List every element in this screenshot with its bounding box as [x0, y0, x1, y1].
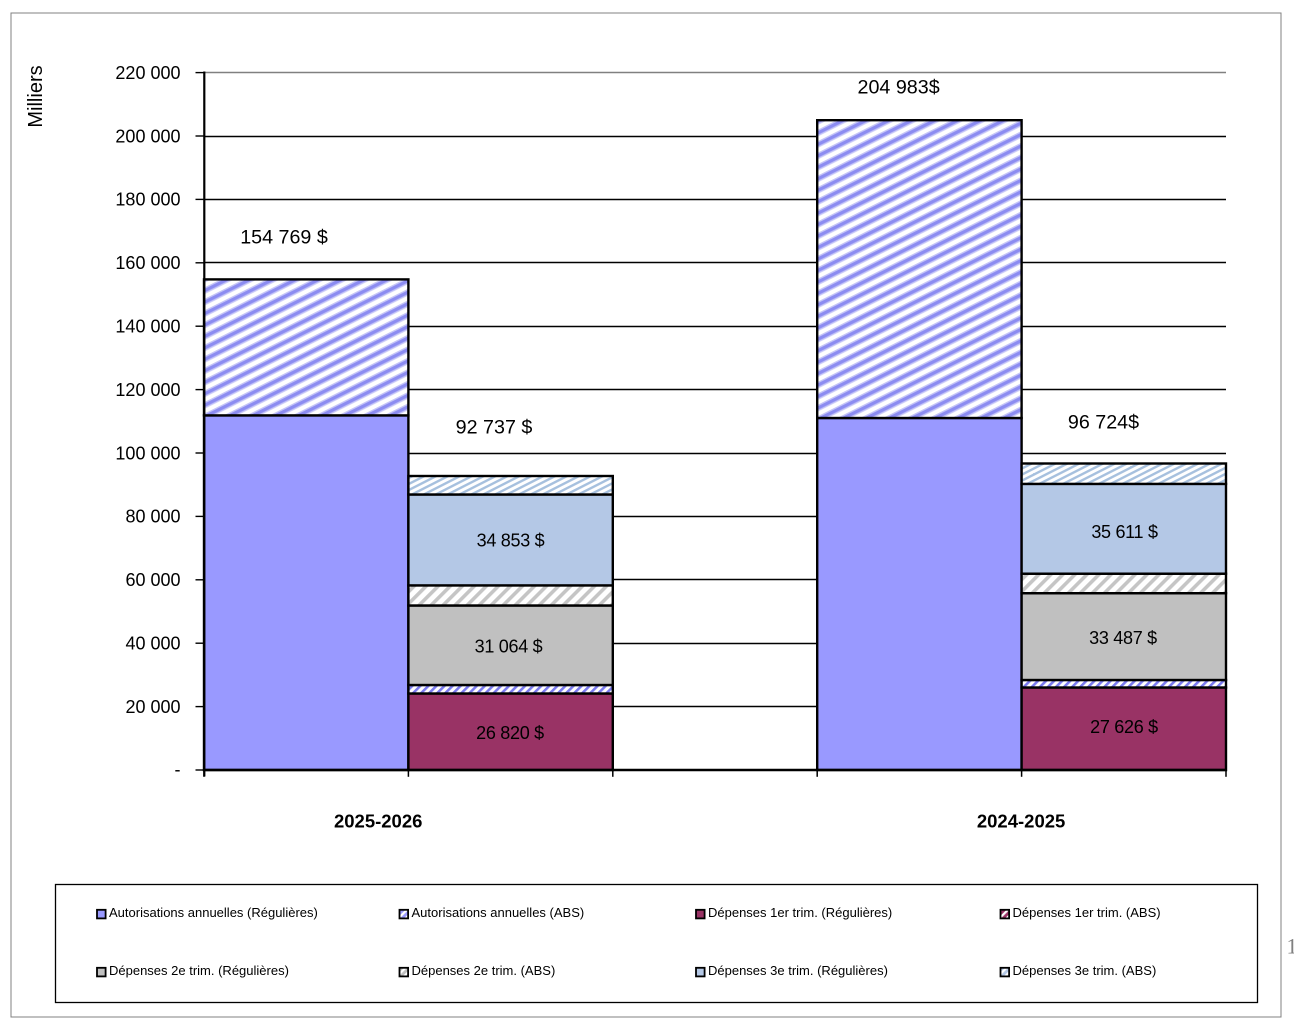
svg-text:92 737 $: 92 737 $ — [456, 417, 533, 439]
svg-text:26 820 $: 26 820 $ — [476, 723, 544, 743]
svg-text:154 769 $: 154 769 $ — [240, 227, 328, 249]
svg-text:100 000: 100 000 — [115, 443, 180, 463]
svg-text:Dépenses 3e trim. (Régulières): Dépenses 3e trim. (Régulières) — [708, 963, 888, 978]
svg-text:96 724$: 96 724$ — [1068, 412, 1139, 434]
svg-text:140 000: 140 000 — [115, 317, 180, 337]
svg-text:Autorisations annuelles (ABS): Autorisations annuelles (ABS) — [412, 905, 585, 920]
svg-text:34 853 $: 34 853 $ — [477, 530, 545, 550]
svg-text:-: - — [175, 760, 181, 780]
svg-text:35 611 $: 35 611 $ — [1091, 522, 1158, 542]
svg-text:27 626 $: 27 626 $ — [1090, 717, 1158, 737]
svg-text:80 000: 80 000 — [125, 507, 180, 527]
svg-text:2025-2026: 2025-2026 — [334, 810, 422, 831]
svg-text:Dépenses 3e trim. (ABS): Dépenses 3e trim. (ABS) — [1013, 963, 1157, 978]
svg-text:60 000: 60 000 — [125, 570, 180, 590]
svg-text:31 064 $: 31 064 $ — [475, 636, 543, 656]
svg-text:Milliers: Milliers — [25, 65, 47, 127]
svg-text:160 000: 160 000 — [115, 253, 180, 273]
svg-text:120 000: 120 000 — [115, 380, 180, 400]
svg-text:Autorisations annuelles (Régul: Autorisations annuelles (Régulières) — [109, 905, 318, 920]
svg-text:33 487 $: 33 487 $ — [1089, 628, 1157, 648]
svg-text:2024-2025: 2024-2025 — [977, 810, 1065, 831]
svg-text:40 000: 40 000 — [125, 634, 180, 654]
svg-text:200 000: 200 000 — [115, 126, 180, 146]
svg-text:20 000: 20 000 — [125, 697, 180, 717]
svg-text:220 000: 220 000 — [115, 63, 180, 83]
svg-text:204 983$: 204 983$ — [858, 76, 940, 98]
svg-text:Dépenses 1er trim. (ABS): Dépenses 1er trim. (ABS) — [1013, 905, 1161, 920]
svg-text:180 000: 180 000 — [115, 190, 180, 210]
svg-text:1: 1 — [1287, 934, 1294, 959]
svg-text:Dépenses 2e trim. (Régulières): Dépenses 2e trim. (Régulières) — [109, 963, 289, 978]
svg-text:Dépenses 1er trim. (Régulières: Dépenses 1er trim. (Régulières) — [708, 905, 892, 920]
svg-text:Dépenses 2e trim. (ABS): Dépenses 2e trim. (ABS) — [412, 963, 556, 978]
